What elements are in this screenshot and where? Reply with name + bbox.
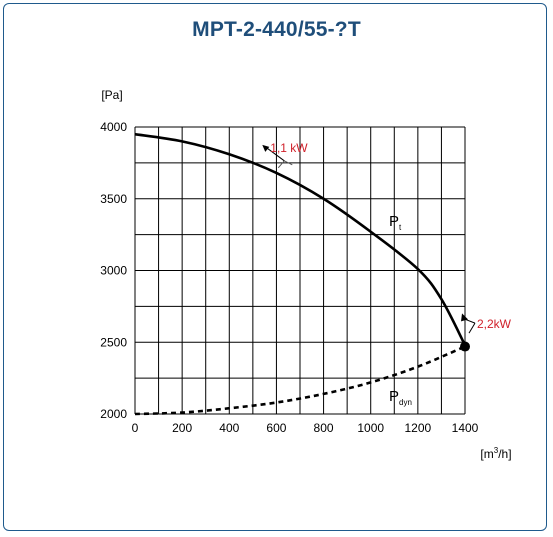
annotation-pointer-1 <box>264 146 285 162</box>
y-axis-label: [Pa] <box>101 88 122 102</box>
annotation-arrowhead-2 <box>461 313 468 322</box>
x-tick-label: 600 <box>266 421 286 435</box>
series-label-pt: Pt <box>389 213 402 232</box>
y-tick-label: 2000 <box>100 407 127 421</box>
x-tick-label: 400 <box>219 421 239 435</box>
series-line-pt <box>134 132 467 346</box>
annotation-pointer-2a <box>468 322 476 334</box>
x-tick-label: 800 <box>314 421 334 435</box>
x-tick-label: 0 <box>132 421 139 435</box>
operating-point-marker <box>460 341 470 352</box>
series-label-pdyn: Pdyn <box>389 388 412 407</box>
x-tick-label: 1000 <box>357 421 384 435</box>
y-tick-label: 3000 <box>100 264 127 278</box>
y-tick-label: 3500 <box>100 192 127 206</box>
chart-marks <box>262 144 476 352</box>
annotation-label-2: 2,2kW <box>477 317 512 331</box>
x-tick-label: 1200 <box>405 421 432 435</box>
chart-frame <box>3 3 547 531</box>
series-line-pdyn <box>134 345 466 416</box>
y-tick-label: 4000 <box>100 120 127 134</box>
x-axis-label: [m3/h] <box>480 446 511 461</box>
chart-labels: 0 200 400 600 800 1000 1200 1400 2000 2500 3000 350… <box>100 88 511 461</box>
chart-grid <box>134 126 466 415</box>
annotation-label-1: 1,1 kW <box>270 141 308 155</box>
chart-series <box>134 132 467 416</box>
y-tick-label: 2500 <box>100 335 127 349</box>
x-tick-label: 1400 <box>452 421 479 435</box>
chart-title: MPT-2-440/55-?T <box>192 18 361 41</box>
annotation-arrowhead-1 <box>262 144 270 152</box>
annotation-leader-1 <box>277 160 293 169</box>
x-tick-label: 200 <box>172 421 192 435</box>
